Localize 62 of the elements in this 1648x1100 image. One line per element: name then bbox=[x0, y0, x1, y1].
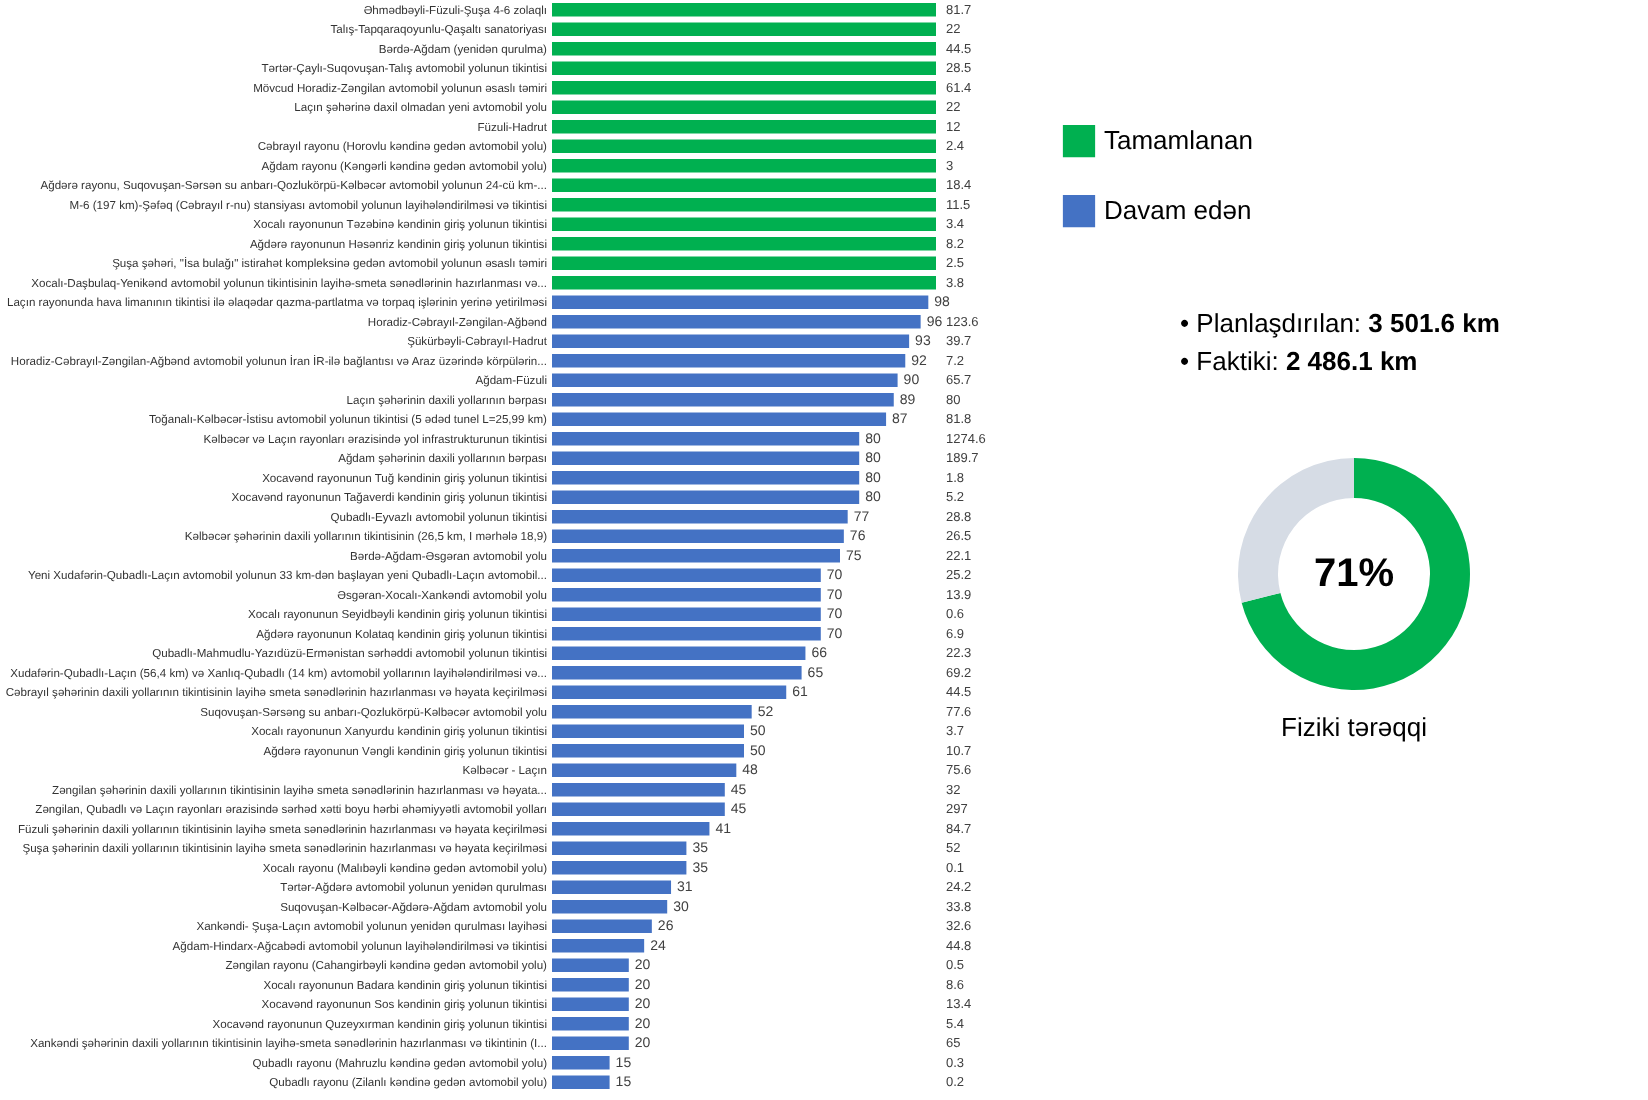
bar bbox=[552, 802, 725, 817]
bar bbox=[552, 470, 860, 485]
bar bbox=[552, 2, 936, 17]
bar bbox=[552, 256, 936, 271]
bar bbox=[552, 938, 645, 953]
bar bbox=[552, 685, 787, 700]
bar bbox=[552, 607, 821, 622]
bar bbox=[552, 41, 936, 56]
text: Fiziki tərəqqi bbox=[1281, 712, 1428, 742]
bar bbox=[552, 61, 936, 76]
bar bbox=[552, 568, 821, 583]
bar bbox=[552, 860, 687, 875]
bar bbox=[552, 548, 840, 563]
text: • Planlaşdırılan: 3 501.6 km bbox=[1180, 308, 1500, 338]
bar bbox=[552, 119, 936, 134]
legend-label: Tamamlanan bbox=[1104, 125, 1253, 155]
text: 71% bbox=[1313, 552, 1395, 596]
bar bbox=[552, 919, 652, 934]
legend-label: Davam edən bbox=[1104, 195, 1252, 225]
bar bbox=[552, 158, 936, 173]
bar bbox=[552, 1075, 610, 1090]
bar bbox=[552, 1036, 629, 1051]
bar bbox=[552, 178, 936, 193]
bar bbox=[552, 353, 906, 368]
bar bbox=[552, 1055, 610, 1070]
bar bbox=[552, 139, 936, 154]
bar bbox=[552, 1016, 629, 1031]
bar bbox=[552, 490, 860, 505]
bar bbox=[552, 821, 710, 836]
bar bbox=[552, 100, 936, 115]
bar bbox=[552, 334, 910, 349]
bar bbox=[552, 880, 672, 895]
bar bbox=[552, 80, 936, 95]
bar bbox=[552, 236, 936, 251]
bar bbox=[552, 275, 936, 290]
bar bbox=[552, 295, 929, 310]
bar bbox=[552, 392, 894, 407]
bar bbox=[552, 314, 921, 329]
bar bbox=[552, 22, 936, 37]
bar bbox=[552, 412, 887, 427]
bar bbox=[552, 665, 802, 680]
bar bbox=[552, 529, 844, 544]
bar bbox=[552, 217, 936, 232]
bar bbox=[552, 373, 898, 388]
bar bbox=[552, 646, 806, 661]
bar bbox=[552, 197, 936, 212]
bar bbox=[552, 899, 668, 914]
bar bbox=[552, 724, 744, 739]
bar bbox=[552, 782, 725, 797]
bar bbox=[552, 704, 752, 719]
bar bbox=[552, 997, 629, 1012]
text: • Faktiki: 2 486.1 km bbox=[1180, 346, 1418, 376]
bar bbox=[552, 841, 687, 856]
bar bbox=[552, 451, 860, 466]
bar bbox=[552, 743, 744, 758]
bar bbox=[552, 509, 848, 524]
bar bbox=[552, 431, 860, 446]
bar bbox=[552, 977, 629, 992]
bar bbox=[552, 626, 821, 641]
bar bbox=[552, 587, 821, 602]
bar bbox=[552, 958, 629, 973]
bar bbox=[552, 763, 737, 778]
